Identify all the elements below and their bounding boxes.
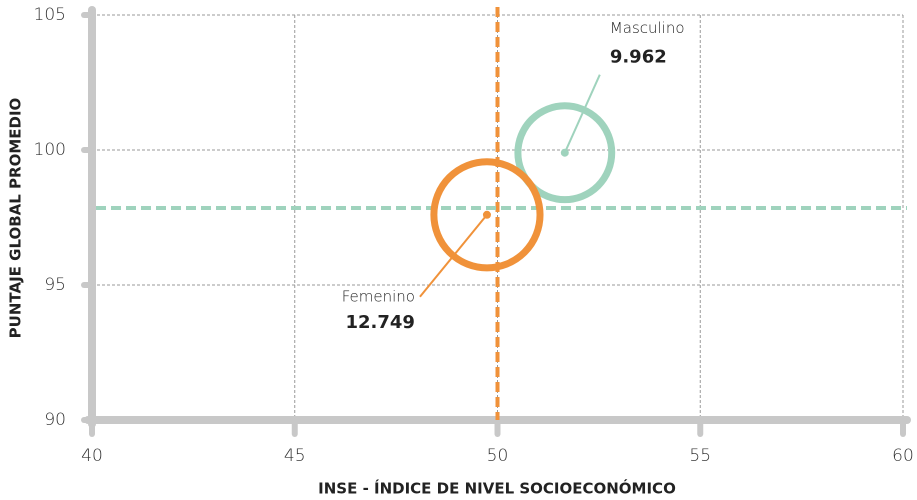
x-tick-label: 45 xyxy=(284,446,306,466)
y-tick-label: 105 xyxy=(34,5,66,25)
size-label: 12.749 xyxy=(345,312,414,333)
y-tick-label: 95 xyxy=(44,275,66,295)
x-axis-title: INSE - ÍNDICE DE NIVEL SOCIOECONÓMICO xyxy=(318,479,676,498)
size-label: 9.962 xyxy=(610,47,667,68)
legend-label: Femenino xyxy=(342,287,415,305)
leader-line xyxy=(563,74,601,154)
x-tick-label: 40 xyxy=(81,446,103,466)
leader-line xyxy=(419,214,488,298)
y-tick-label: 90 xyxy=(44,410,66,430)
x-tick-label: 55 xyxy=(689,446,711,466)
x-tick-label: 50 xyxy=(487,446,509,466)
y-tick-label: 100 xyxy=(34,140,66,160)
bubble xyxy=(514,102,616,204)
y-axis-title: PUNTAJE GLOBAL PROMEDIO xyxy=(7,98,25,339)
legend-label: Masculino xyxy=(610,19,685,37)
bubble xyxy=(430,158,544,272)
x-tick-label: 60 xyxy=(892,446,914,466)
